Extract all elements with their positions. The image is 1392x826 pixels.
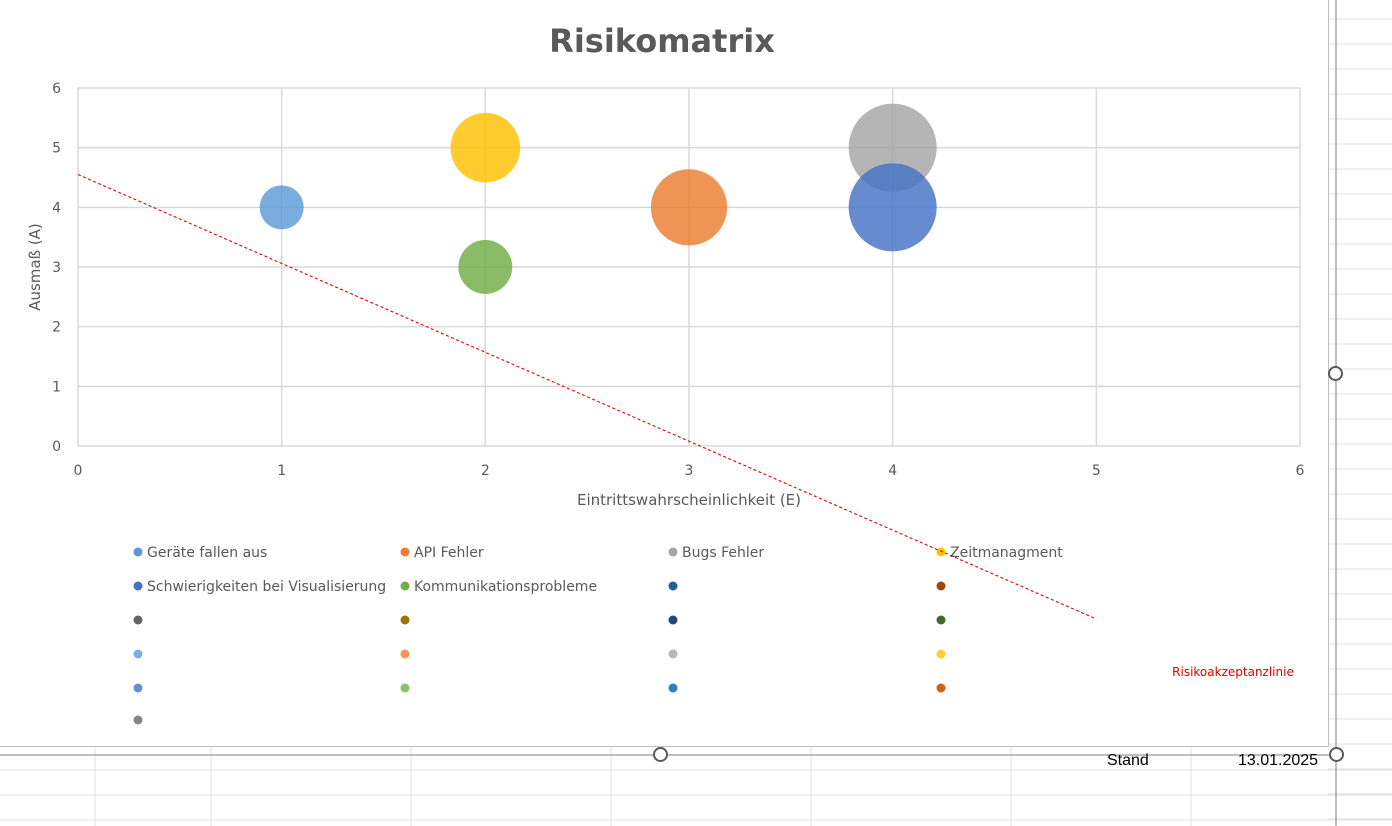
- x-tick-label: 3: [685, 463, 694, 479]
- gridlines: [77, 87, 1301, 447]
- x-tick-label: 5: [1092, 463, 1101, 479]
- legend-marker: [400, 615, 410, 625]
- legend-marker: [668, 581, 678, 591]
- bubble-kommunikationsprobleme[interactable]: [458, 240, 513, 294]
- legend-marker: [936, 581, 946, 591]
- x-tick-label: 1: [277, 463, 286, 479]
- y-tick-label: 5: [52, 141, 61, 157]
- legend-label: Bugs Fehler: [682, 545, 764, 561]
- chart-area[interactable]: 0 1 2 3 4 5 6 0 1 2 3 4 5 6 Geräte fallen aus API Fehl…: [0, 0, 1329, 747]
- bubbles: [259, 103, 937, 294]
- resize-handle-right[interactable]: [1328, 366, 1343, 381]
- y-axis-title[interactable]: Ausmaß (A): [26, 223, 44, 311]
- legend-marker: [133, 615, 143, 625]
- legend-marker: [133, 715, 143, 725]
- x-tick-label: 0: [74, 463, 83, 479]
- legend-marker: [133, 547, 143, 557]
- risk-matrix-chart: 0 1 2 3 4 5 6 0 1 2 3 4 5 6 Geräte fallen aus API Fehl…: [26, 22, 1305, 725]
- legend-label: Kommunikationsprobleme: [414, 579, 597, 595]
- legend-label: Geräte fallen aus: [147, 545, 267, 561]
- y-tick-label: 4: [52, 200, 61, 216]
- y-tick-label: 0: [52, 439, 61, 455]
- x-tick-label: 6: [1296, 463, 1305, 479]
- bubble-api-fehler[interactable]: [650, 169, 728, 246]
- legend-label: Zeitmanagment: [950, 545, 1063, 561]
- legend-marker: [936, 547, 946, 557]
- legend-label: API Fehler: [414, 545, 484, 561]
- stand-date-cell[interactable]: 13.01.2025: [1238, 752, 1319, 769]
- legend-marker: [936, 649, 946, 659]
- legend-marker: [400, 547, 410, 557]
- x-tick-label: 2: [481, 463, 490, 479]
- legend-label: Schwierigkeiten bei Visualisierung: [147, 579, 386, 595]
- legend-marker: [936, 683, 946, 693]
- legend-marker: [668, 615, 678, 625]
- legend-marker: [133, 683, 143, 693]
- stand-label-cell[interactable]: Stand: [1107, 752, 1149, 769]
- legend-marker: [668, 683, 678, 693]
- legend-marker: [668, 547, 678, 557]
- x-axis-title[interactable]: Eintrittswahrscheinlichkeit (E): [577, 491, 801, 509]
- y-tick-label: 2: [52, 320, 61, 336]
- y-tick-label: 3: [52, 260, 61, 276]
- resize-handle-bottom[interactable]: [653, 747, 668, 762]
- bubble-schwierigkeiten-bei-visualisierung[interactable]: [848, 163, 937, 252]
- legend-marker: [936, 615, 946, 625]
- x-tick-label: 4: [888, 463, 897, 479]
- acceptance-line-group: [77, 174, 1097, 620]
- resize-handle-corner[interactable]: [1329, 747, 1344, 762]
- legend-marker: [668, 649, 678, 659]
- legend-marker: [400, 683, 410, 693]
- bubble-ger-te-fallen-aus[interactable]: [259, 185, 304, 230]
- legend-marker: [400, 581, 410, 591]
- y-tick-label: 1: [52, 379, 61, 395]
- acceptance-line[interactable]: [77, 174, 1097, 620]
- axis-ticks: 0 1 2 3 4 5 6 0 1 2 3 4 5 6: [52, 81, 1304, 479]
- chart-title[interactable]: Risikomatrix: [549, 22, 775, 60]
- acceptance-line-label: Risikoakzeptanzlinie: [1172, 665, 1294, 679]
- legend-marker: [400, 649, 410, 659]
- bubble-zeitmanagment[interactable]: [450, 112, 521, 183]
- legend-marker: [133, 649, 143, 659]
- legend-marker: [133, 581, 143, 591]
- y-tick-label: 6: [52, 81, 61, 97]
- legend[interactable]: Geräte fallen aus API Fehler Bugs Fehler Ze…: [133, 545, 1064, 725]
